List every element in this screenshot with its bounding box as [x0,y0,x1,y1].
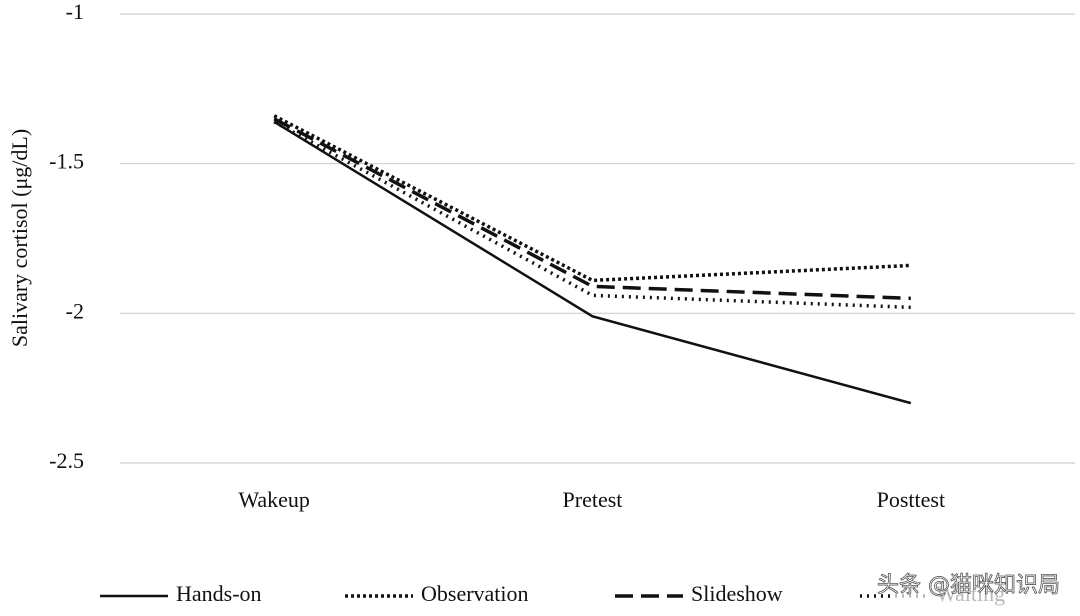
series-line [273,117,911,301]
y-tick-label: -2 [66,298,84,323]
watermark-bg [890,568,1070,606]
series-line [273,120,912,405]
y-tick-label: -1 [66,0,84,24]
legend-label: Observation [421,581,529,606]
watermark: 头条 @猫咪知识局 [877,573,1060,598]
legend-label: Slideshow [691,581,783,606]
series-line [273,120,911,310]
y-tick-label: -2.5 [49,448,84,473]
legend-label: Hands-on [176,581,262,606]
y-axis-label: Salivary cortisol (μg/dL) [7,129,32,347]
x-tick-label: Posttest [877,487,945,512]
y-tick-label: -1.5 [49,149,84,174]
x-tick-label: Wakeup [238,487,310,512]
series-line [273,114,911,283]
x-tick-label: Pretest [563,487,623,512]
